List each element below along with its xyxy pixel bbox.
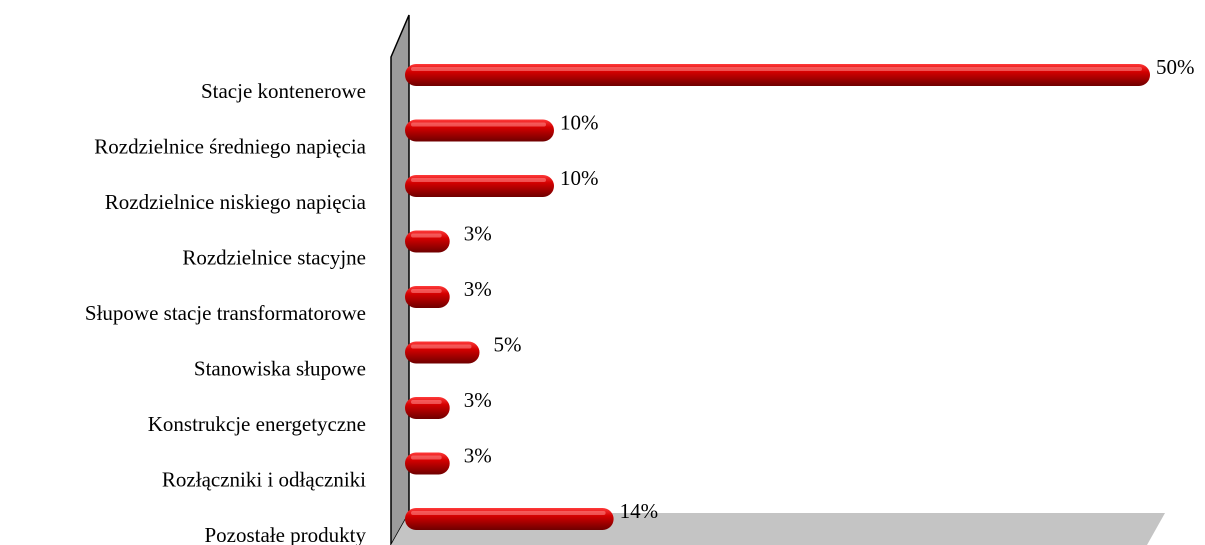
category-label: Rozdzielnice stacyjne bbox=[182, 246, 366, 270]
bar-highlight bbox=[411, 344, 472, 349]
data-label: 3% bbox=[464, 222, 492, 246]
category-label: Rozdzielnice niskiego napięcia bbox=[105, 190, 367, 214]
bar-highlight bbox=[411, 67, 1142, 71]
data-label: 3% bbox=[464, 277, 492, 301]
category-label: Stanowiska słupowe bbox=[194, 357, 366, 381]
bar-highlight bbox=[411, 400, 442, 404]
category-label: Pozostałe produkty bbox=[204, 523, 366, 545]
bar-highlight bbox=[411, 233, 442, 238]
data-labels-group: 50% 10% 10% 3% 3% 5% 3% 3% 14% bbox=[464, 55, 1195, 523]
bar-highlight bbox=[411, 178, 546, 182]
data-label: 10% bbox=[560, 111, 599, 135]
category-label: Słupowe stacje transformatorowe bbox=[85, 301, 366, 325]
category-label: Rozłączniki i odłączniki bbox=[162, 468, 366, 492]
category-labels-group: Stacje kontenerowe Rozdzielnice średniego… bbox=[85, 79, 367, 545]
bar-highlight bbox=[411, 511, 606, 515]
data-label: 3% bbox=[464, 444, 492, 468]
data-label: 3% bbox=[464, 388, 492, 412]
bar-highlight bbox=[411, 455, 442, 460]
data-label: 10% bbox=[560, 166, 599, 190]
bars-group bbox=[405, 64, 1150, 530]
category-label: Stacje kontenerowe bbox=[201, 79, 366, 103]
data-label: 5% bbox=[494, 333, 522, 357]
data-label: 14% bbox=[620, 499, 659, 523]
category-label: Rozdzielnice średniego napięcia bbox=[94, 135, 366, 159]
bar-highlight bbox=[411, 289, 442, 293]
data-label: 50% bbox=[1156, 55, 1195, 79]
bar-highlight bbox=[411, 122, 546, 127]
category-label: Konstrukcje energetyczne bbox=[148, 412, 366, 436]
